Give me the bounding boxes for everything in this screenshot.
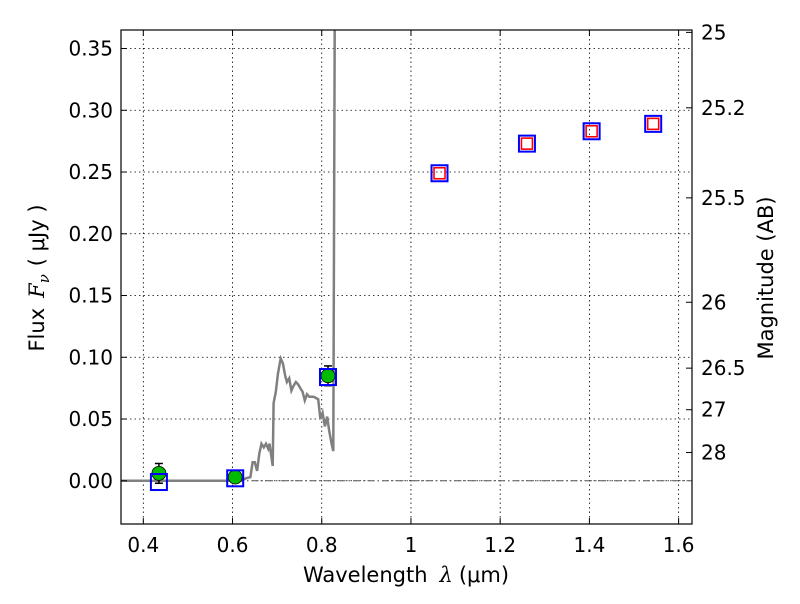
x-tick-label: 0.4 <box>127 533 159 557</box>
upper-limit-point <box>433 166 446 180</box>
x-axis-label-text: Wavelength <box>303 563 428 587</box>
upper-limit-point <box>646 117 660 131</box>
y-tick-label: 0.15 <box>68 284 113 308</box>
x-tick-label: 1.2 <box>484 533 516 557</box>
y2-tick-label: 25.5 <box>701 186 746 210</box>
observed-flux-point <box>227 469 243 485</box>
plot-frame <box>120 29 693 525</box>
y2-tick-label: 26.5 <box>701 356 746 380</box>
y2-tick-label: 25.2 <box>701 96 746 120</box>
observed-flux-point <box>320 368 336 384</box>
x-axis-unit: (μm) <box>459 563 509 587</box>
x-tick-label: 1.6 <box>663 533 695 557</box>
x-axis-label: Wavelength λ (μm) <box>303 563 509 587</box>
x-tick-label: 1.4 <box>573 533 605 557</box>
y2-axis-label: Magnitude (AB) <box>754 196 778 359</box>
y-axis-label: Flux Fν ( μJy ) <box>25 204 53 351</box>
y2-tick-label: 28 <box>701 440 726 464</box>
y-axis-label-text: Flux <box>25 308 49 352</box>
y-tick-label: 0.00 <box>68 469 113 493</box>
y-tick-label: 0.30 <box>68 98 113 122</box>
model-spectrum-line <box>121 30 336 483</box>
y-axis-subscript: ν <box>35 274 53 283</box>
y-axis-unit: ( μJy ) <box>25 204 49 266</box>
y-axis-symbol: F <box>25 282 49 299</box>
model-photometry-point <box>644 114 663 133</box>
upper-limit-point <box>520 137 534 150</box>
y-tick-label: 0.10 <box>68 345 113 369</box>
plot-layer <box>121 30 692 492</box>
upper-limit-point <box>585 124 598 138</box>
model-photometry-point <box>517 134 536 153</box>
model-photometry-point <box>149 473 168 492</box>
model-photometry-point <box>226 469 245 488</box>
axes-layer: 0.4 0.6 0.8 1 1.2 1.4 1.6 0.00 0.05 0.10 0.15 0.20 0… <box>68 20 745 557</box>
model-photometry-point <box>318 368 337 387</box>
x-tick-label: 1 <box>405 533 418 557</box>
x-tick-label: 0.8 <box>306 533 338 557</box>
y2-tick-label: 27 <box>701 398 726 422</box>
x-axis-symbol: λ <box>439 563 453 587</box>
model-photometry-point <box>430 164 449 183</box>
y-tick-label: 0.05 <box>68 407 113 431</box>
y-tick-label: 0.35 <box>68 37 113 61</box>
grid-layer <box>121 30 692 524</box>
y2-tick-label: 25 <box>701 20 726 44</box>
y-tick-label: 0.20 <box>68 222 113 246</box>
model-photometry-point <box>582 122 601 141</box>
x-tick-label: 0.6 <box>217 533 249 557</box>
y2-tick-label: 26 <box>701 290 726 314</box>
y-tick-label: 0.25 <box>68 160 113 184</box>
